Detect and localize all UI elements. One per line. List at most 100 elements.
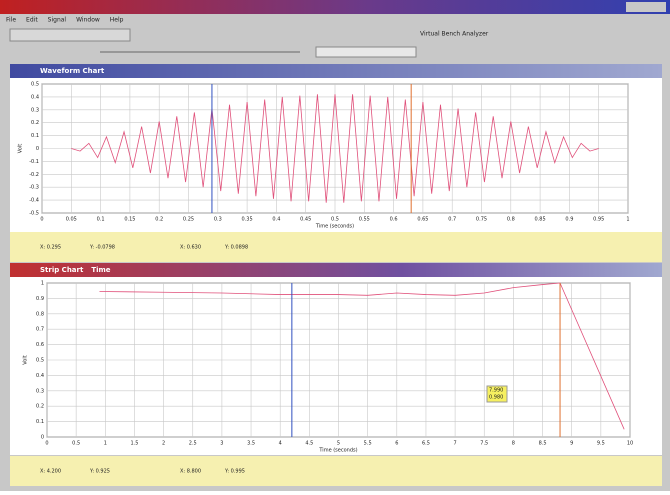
readout: Y: -0.0798 xyxy=(89,245,115,251)
y-tick-label: -0.1 xyxy=(29,159,39,165)
x-tick-label: 3 xyxy=(220,441,223,447)
menu-item[interactable]: Window xyxy=(76,17,100,24)
y-tick-label: 0 xyxy=(41,435,44,441)
y-tick-label: 1 xyxy=(41,281,44,287)
x-tick-label: 1.5 xyxy=(130,441,138,447)
x-tick-label: 0.25 xyxy=(183,217,194,223)
x-tick-label: 0.9 xyxy=(565,217,573,223)
x-tick-label: 0.2 xyxy=(155,217,163,223)
panel-title: Strip Chart xyxy=(40,266,84,274)
x-tick-label: 5.5 xyxy=(364,441,372,447)
y-tick-label: -0.4 xyxy=(29,198,39,204)
panel-title-bar xyxy=(10,263,662,277)
x-tick-label: 8 xyxy=(512,441,515,447)
x-axis-label: Time (seconds) xyxy=(318,448,357,454)
x-tick-label: 10 xyxy=(627,441,633,447)
readout: X: 4.200 xyxy=(40,469,61,475)
x-tick-label: 0.15 xyxy=(124,217,135,223)
transport-buttons[interactable] xyxy=(9,28,131,42)
x-tick-label: 0.55 xyxy=(359,217,370,223)
y-tick-label: 0.2 xyxy=(31,120,39,126)
tool-buttons[interactable] xyxy=(315,46,417,58)
y-tick-label: 0.3 xyxy=(36,388,44,394)
x-tick-label: 2.5 xyxy=(189,441,197,447)
y-tick-label: 0.1 xyxy=(36,419,44,425)
x-tick-label: 0.1 xyxy=(97,217,105,223)
title-bar xyxy=(0,0,670,14)
x-tick-label: 4 xyxy=(279,441,282,447)
readout: X: 0.295 xyxy=(40,245,61,251)
x-tick-label: 0.45 xyxy=(300,217,311,223)
y-tick-label: 0.7 xyxy=(36,327,44,333)
series-line xyxy=(71,94,599,203)
readout: Y: 0.925 xyxy=(89,469,110,475)
x-tick-label: 0.05 xyxy=(66,217,77,223)
window-buttons[interactable] xyxy=(626,2,666,12)
x-tick-label: 4.5 xyxy=(305,441,313,447)
cursor-label: 7.990 xyxy=(489,388,503,394)
y-tick-label: 0.3 xyxy=(31,107,39,113)
y-tick-label: 0.6 xyxy=(36,342,44,348)
panel-title: Waveform Chart xyxy=(40,67,105,75)
cursor-label-box xyxy=(486,385,508,403)
y-tick-label: 0.4 xyxy=(36,373,44,379)
y-tick-label: 0.8 xyxy=(36,311,44,317)
x-tick-label: 1 xyxy=(626,217,629,223)
menu-item[interactable]: File xyxy=(6,17,16,24)
y-tick-label: 0 xyxy=(36,146,39,152)
readout: Y: 0.995 xyxy=(224,469,245,475)
x-tick-label: 0.75 xyxy=(476,217,487,223)
x-tick-label: 8.5 xyxy=(539,441,547,447)
x-tick-label: 9.5 xyxy=(597,441,605,447)
x-tick-label: 9 xyxy=(570,441,573,447)
x-tick-label: 0.95 xyxy=(593,217,604,223)
x-tick-label: 0.5 xyxy=(331,217,339,223)
x-tick-label: 2 xyxy=(162,441,165,447)
readout-bar xyxy=(10,232,662,262)
y-tick-label: 0.9 xyxy=(36,296,44,302)
readout: X: 8.800 xyxy=(180,469,201,475)
status-text: Virtual Bench Analyzer xyxy=(420,31,489,38)
menu-item[interactable]: Signal xyxy=(48,17,67,24)
x-tick-label: 3.5 xyxy=(247,441,255,447)
y-axis-label: Volt xyxy=(18,144,24,153)
x-tick-label: 0 xyxy=(45,441,48,447)
series-line xyxy=(99,282,625,430)
y-tick-label: 0.1 xyxy=(31,133,39,139)
readout-bar xyxy=(10,456,662,486)
cursor-label: 0.980 xyxy=(489,395,503,401)
x-tick-label: 0.65 xyxy=(417,217,428,223)
x-tick-label: 6 xyxy=(395,441,398,447)
x-tick-label: 0.8 xyxy=(507,217,515,223)
x-tick-label: 0.35 xyxy=(242,217,253,223)
x-axis-label: Time (seconds) xyxy=(315,224,354,230)
x-tick-label: 6.5 xyxy=(422,441,430,447)
y-tick-label: -0.2 xyxy=(29,172,39,178)
x-tick-label: 0.85 xyxy=(535,217,546,223)
x-tick-label: 1 xyxy=(104,441,107,447)
y-tick-label: 0.5 xyxy=(31,82,39,88)
menu-item[interactable]: Help xyxy=(110,17,124,24)
panel-title-bar xyxy=(10,64,662,78)
x-tick-label: 0 xyxy=(40,217,43,223)
x-tick-label: 0.5 xyxy=(72,441,80,447)
toolbar: Virtual Bench Analyzer xyxy=(9,28,489,58)
x-tick-label: 0.7 xyxy=(448,217,456,223)
y-tick-label: 0.5 xyxy=(36,358,44,364)
y-tick-label: 0.2 xyxy=(36,404,44,410)
y-axis-label: Volt xyxy=(23,355,29,364)
x-tick-label: 0.3 xyxy=(214,217,222,223)
panel-subtitle: Time xyxy=(91,266,110,274)
y-tick-label: -0.3 xyxy=(29,185,39,191)
x-tick-label: 0.6 xyxy=(390,217,398,223)
y-tick-label: 0.4 xyxy=(31,94,39,100)
y-tick-label: -0.5 xyxy=(29,211,39,217)
readout: Y: 0.0898 xyxy=(224,245,248,251)
x-tick-label: 0.4 xyxy=(272,217,280,223)
x-tick-label: 7.5 xyxy=(480,441,488,447)
x-tick-label: 7 xyxy=(454,441,457,447)
x-tick-label: 5 xyxy=(337,441,340,447)
menu-item[interactable]: Edit xyxy=(26,17,38,24)
readout: X: 0.630 xyxy=(180,245,201,251)
